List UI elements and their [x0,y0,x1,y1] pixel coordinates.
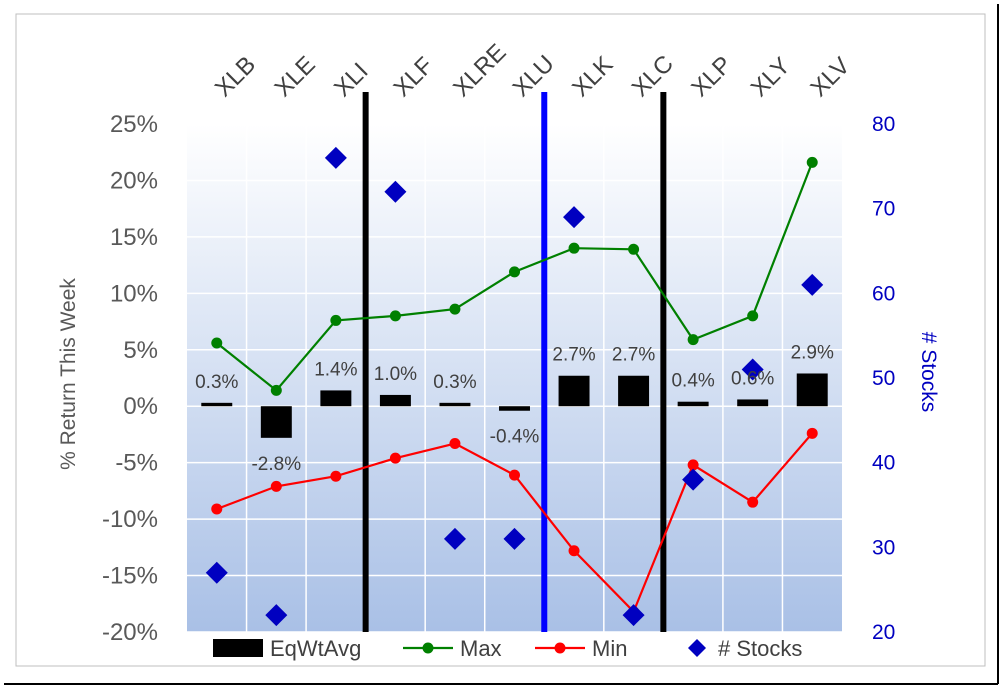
separator-lines [362,92,667,632]
max-point-xle [270,384,282,396]
bar-xly [737,399,769,407]
left-tick-label: -10% [102,506,158,533]
min-point-xlf [389,452,401,464]
min-point-xlp [687,459,699,471]
bar-xlu [499,406,530,411]
legend-label-eqwtavg: EqWtAvg [270,636,361,661]
stocks-point-xle [265,604,288,627]
right-tick-label: 20 [872,621,895,644]
stocks-point-xly [741,358,764,381]
right-tick-label: 60 [872,282,895,305]
legend: EqWtAvg Max Min # Stocks [213,636,802,661]
right-tick-label: 80 [872,113,895,136]
legend-label-max: Max [460,636,502,661]
bar-xlf [379,394,411,407]
legend-label-stocks: # Stocks [718,636,802,661]
min-point-xlb [211,503,223,515]
left-tick-label: 15% [110,224,158,251]
right-tick-label: 40 [872,452,895,475]
eqwtavg-bars [201,373,828,438]
data-label-xlv: 2.9% [791,342,834,363]
data-label-xly: 0.6% [731,368,774,389]
stocks-scatter [205,146,824,627]
max-point-xlc [628,243,640,255]
data-label-xlp: 0.4% [671,371,714,392]
legend-swatch-eqwtavg [213,639,263,657]
left-tick-label: -15% [102,563,158,590]
data-label-xlre: 0.3% [433,372,476,393]
stocks-point-xlk [563,206,586,229]
stocks-point-xli [324,146,347,169]
left-tick-label: -5% [115,450,158,477]
max-point-xlre [449,303,461,315]
bar-xle [260,406,292,438]
stocks-point-xlf [384,180,407,203]
stocks-point-xlu [503,527,526,550]
data-label-xlf: 1.0% [374,364,417,385]
left-tick-label: 10% [110,280,158,307]
stocks-point-xlv [801,273,824,296]
stocks-point-xlre [443,527,466,550]
bar-xlre [439,402,471,407]
left-axis-title: % Return This Week [57,278,80,470]
max-point-xlv [806,156,818,168]
max-point-xli [330,314,342,326]
min-point-xli [330,470,342,482]
left-tick-label: 0% [123,393,158,420]
right-tick-label: 50 [872,367,895,390]
left-tick-label: 20% [110,167,158,194]
data-label-xlb: 0.3% [195,372,238,393]
min-point-xlu [509,469,520,481]
series-points [211,156,818,618]
data-label-xli: 1.4% [314,359,357,380]
left-tick-label: 5% [123,337,158,364]
max-point-xly [747,310,759,322]
right-axis-ticks: 80 70 60 50 40 30 20 [872,113,895,644]
max-point-xlu [509,266,520,278]
stocks-point-xlc [622,604,645,627]
legend-label-min: Min [592,636,627,661]
legend-swatch-marker-min [554,642,566,654]
left-tick-label: 25% [110,111,158,138]
bar-xlp [677,401,709,407]
max-point-xlf [389,310,401,322]
bar-xlv [796,373,828,407]
stocks-point-xlb [205,561,228,584]
right-axis-title: # Stocks [917,332,940,413]
data-label-xlk: 2.7% [552,345,595,366]
min-point-xly [747,496,759,508]
bar-xlb [201,402,233,407]
data-label-xlu: -0.4% [490,427,540,448]
legend-swatch-marker-max [422,642,434,654]
bar-data-labels: 0.3% -2.8% 1.4% 1.0% 0.3% -0.4% 2.7% 2.7% 0.4% 0.… [195,342,834,474]
bar-xli [320,390,352,407]
min-point-xle [270,480,282,492]
max-point-xlk [568,242,580,254]
min-point-xlre [449,437,461,449]
data-label-xlc: 2.7% [612,345,655,366]
bar-xlk [558,375,590,407]
stocks-point-xlp [682,468,705,491]
legend-swatch-stocks [688,639,706,657]
right-tick-label: 30 [872,536,895,559]
max-point-xlp [687,334,699,346]
left-tick-label: -20% [102,619,158,646]
right-tick-label: 70 [872,198,895,221]
min-point-xlk [568,545,580,557]
max-point-xlb [211,337,223,349]
left-axis-ticks: 25% 20% 15% 10% 5% 0% -5% -10% -15% -20% [102,111,158,646]
data-label-xle: -2.8% [251,454,301,475]
min-point-xlv [806,427,818,439]
bar-xlc [618,375,650,407]
